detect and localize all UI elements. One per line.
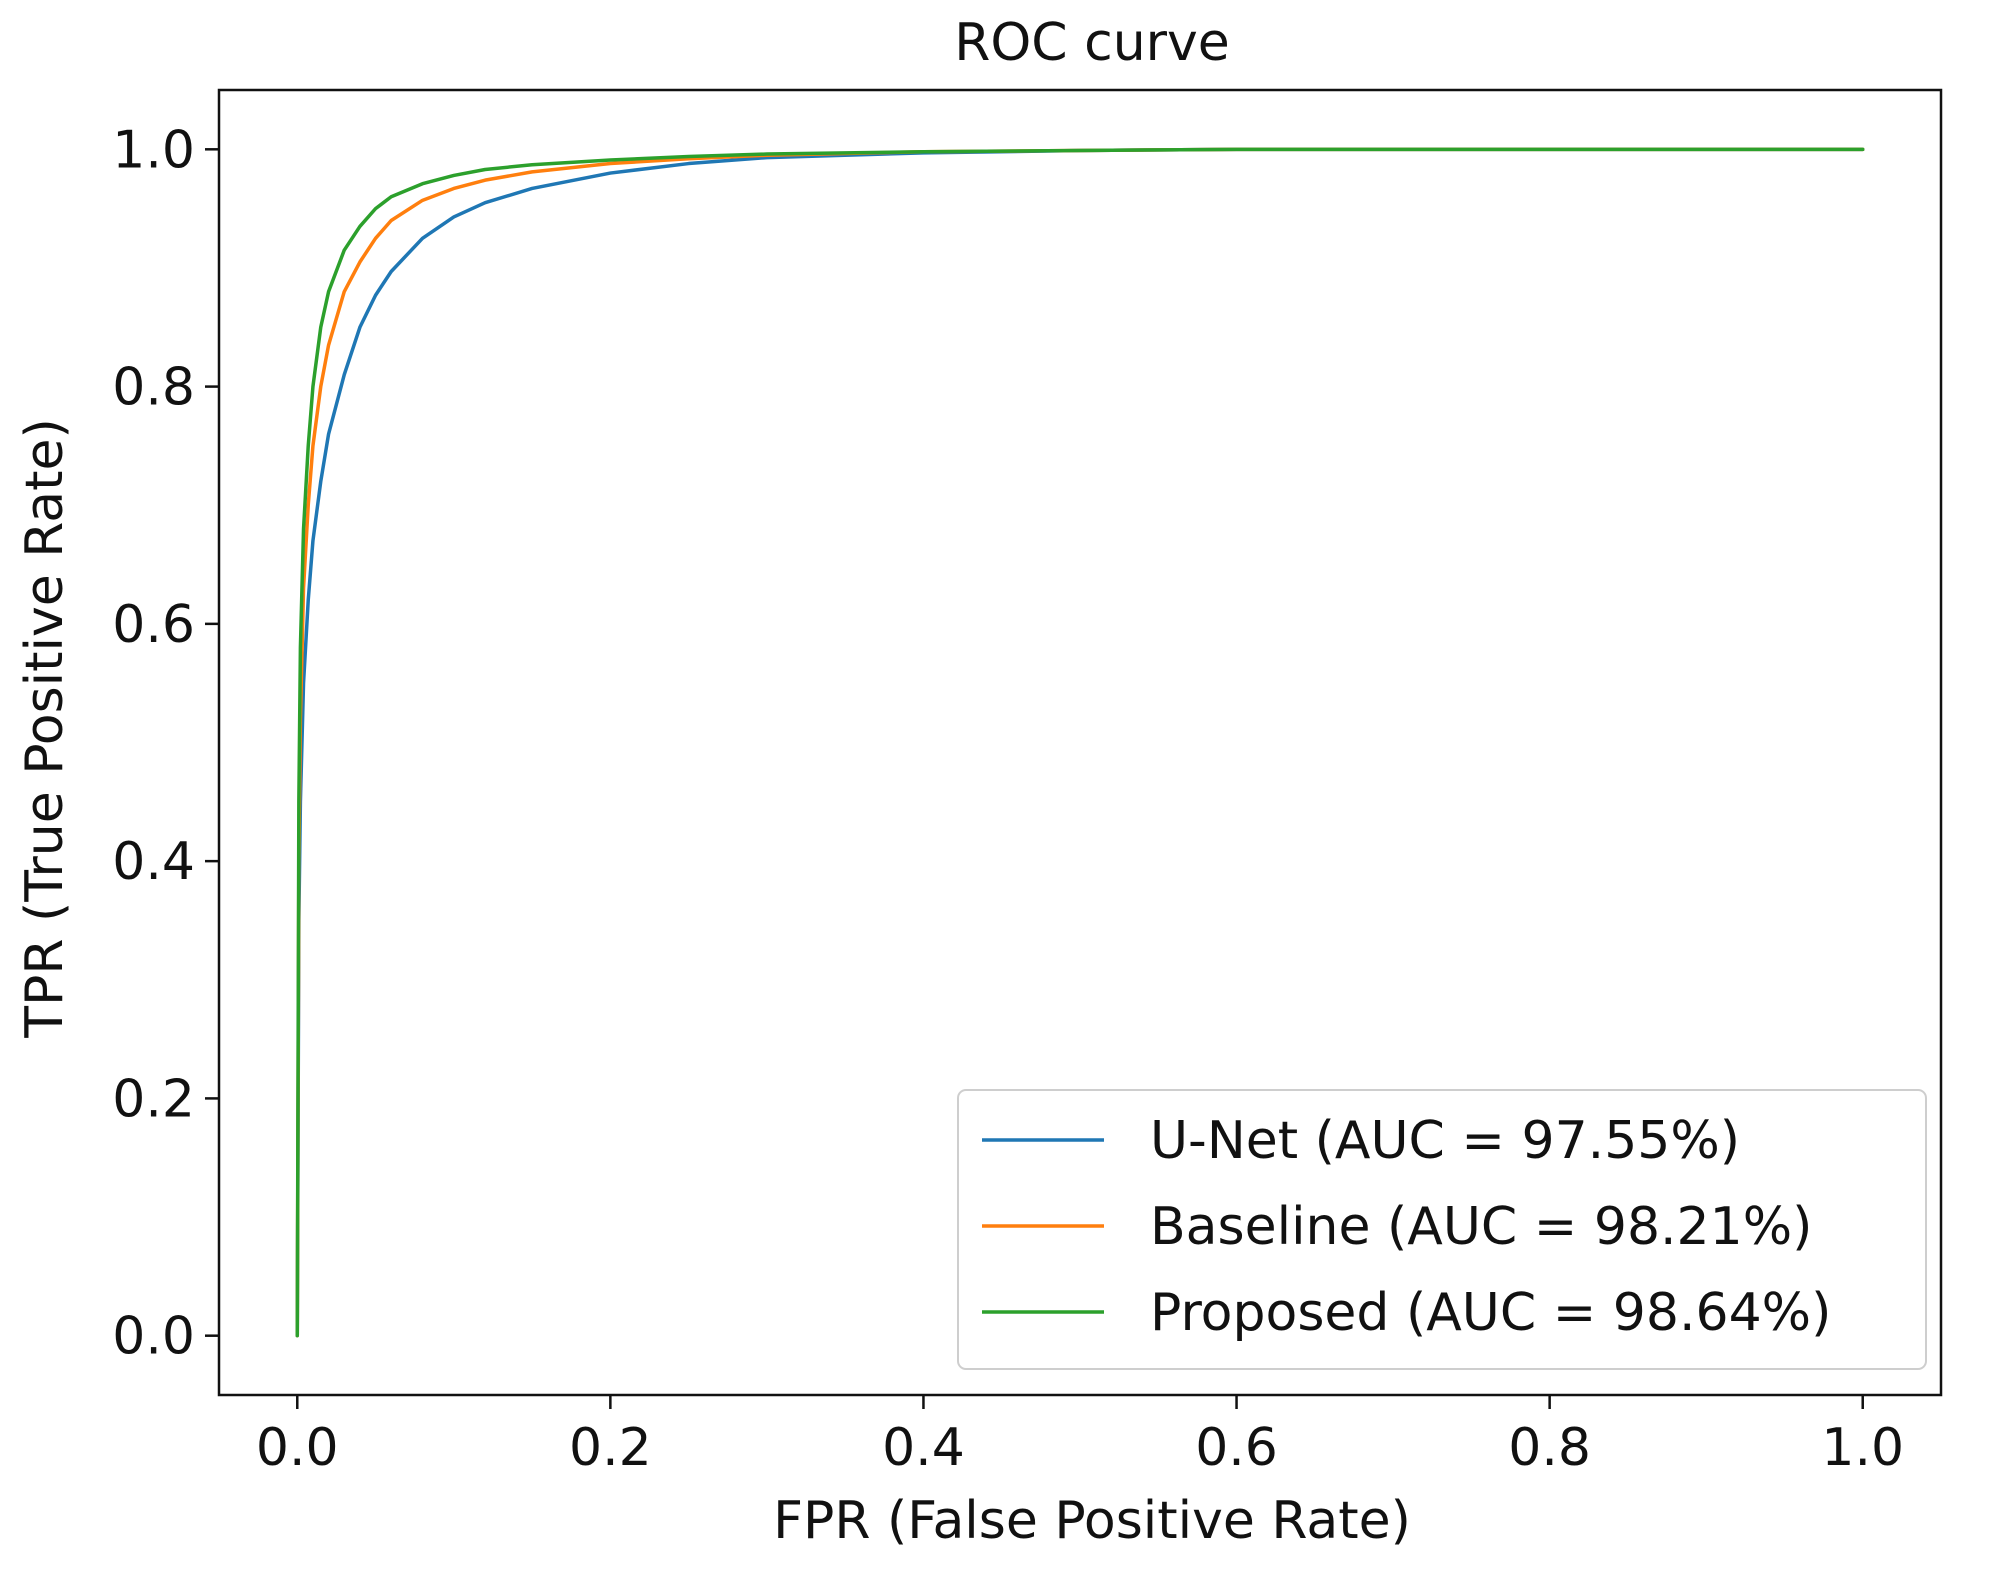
y-tick-label: 0.6 <box>112 595 195 655</box>
x-tick-label: 1.0 <box>1821 1418 1904 1478</box>
x-tick-label: 0.2 <box>569 1418 652 1478</box>
x-tick-label: 0.4 <box>882 1418 965 1478</box>
x-tick-label: 0.8 <box>1508 1418 1591 1478</box>
y-axis-ticks: 0.0 0.2 0.4 0.6 0.8 1.0 <box>112 120 219 1367</box>
x-axis-ticks: 0.0 0.2 0.4 0.6 0.8 1.0 <box>256 1395 1904 1478</box>
x-tick-label: 0.0 <box>256 1418 339 1478</box>
plot-frame <box>217 88 1943 1397</box>
x-tick-label: 0.6 <box>1195 1418 1278 1478</box>
legend-label-3: Proposed (AUC = 98.64%) <box>1150 1283 1831 1343</box>
legend-label-1: U-Net (AUC = 97.55%) <box>1150 1111 1740 1171</box>
chart-title: ROC curve <box>954 13 1230 73</box>
y-tick-label: 0.2 <box>112 1069 195 1129</box>
series-lines <box>295 147 1865 1338</box>
series-line-3 <box>295 147 1865 1338</box>
y-tick-label: 0.0 <box>112 1307 195 1367</box>
y-axis-label: TPR (True Positive Rate) <box>15 418 75 1039</box>
x-axis-label: FPR (False Positive Rate) <box>773 1491 1411 1551</box>
y-tick-label: 0.4 <box>112 832 195 892</box>
y-tick-label: 0.8 <box>112 358 195 418</box>
y-tick-label: 1.0 <box>112 120 195 180</box>
legend-box <box>957 1089 1927 1370</box>
legend: U-Net (AUC = 97.55%) Baseline (AUC = 98.2… <box>957 1089 1927 1370</box>
legend-label-2: Baseline (AUC = 98.21%) <box>1150 1197 1812 1257</box>
